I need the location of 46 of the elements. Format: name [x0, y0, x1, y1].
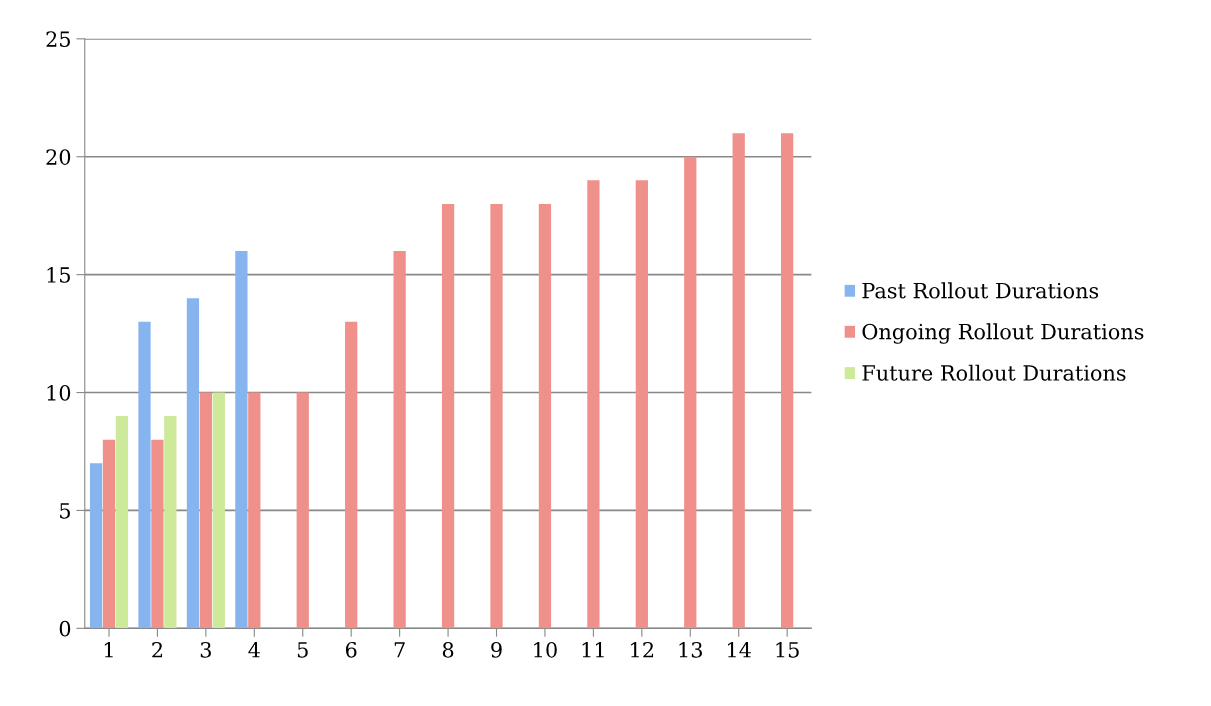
bar [538, 203, 552, 629]
x-tick-label: 1 [104, 641, 113, 658]
bar [393, 251, 406, 629]
y-tick-label: 15 [47, 267, 70, 283]
y-tick-label: 10 [47, 384, 71, 401]
bar [490, 203, 503, 629]
x-tick-label: 12 [631, 641, 654, 658]
bar [587, 180, 600, 629]
bar [151, 439, 164, 629]
bar [235, 251, 248, 629]
legend-label: Past Rollout Durations [862, 282, 1099, 299]
y-tick-label: 20 [46, 149, 71, 165]
x-tick-label: 10 [534, 641, 557, 658]
bar [212, 392, 225, 629]
x-tick-label: 8 [442, 641, 454, 658]
bar [441, 203, 455, 629]
x-tick-label: 3 [200, 641, 211, 658]
bar [635, 180, 648, 629]
bar [732, 133, 745, 629]
x-tick-label: 4 [248, 641, 260, 658]
bar [164, 416, 177, 629]
x-tick-label: 11 [582, 641, 604, 658]
y-tick-label: 25 [46, 31, 70, 48]
bar [115, 416, 129, 629]
x-tick-label: 14 [728, 641, 751, 658]
bar [345, 321, 358, 629]
x-tick-label: 13 [679, 641, 702, 658]
bar [296, 392, 309, 629]
x-tick-label: 9 [491, 641, 502, 658]
x-tick-label: 6 [345, 641, 357, 658]
bar [781, 133, 794, 629]
y-tick-label: 5 [60, 503, 70, 519]
x-tick-label: 2 [152, 641, 163, 658]
x-tick-label: 5 [297, 642, 308, 658]
bar [684, 156, 697, 629]
legend-label: Future Rollout Durations [862, 364, 1126, 381]
bar [186, 298, 200, 629]
bar [89, 463, 103, 629]
x-tick-label: 7 [394, 642, 405, 658]
y-tick-label: 0 [59, 620, 71, 637]
bar [102, 439, 116, 629]
bar [248, 392, 261, 629]
legend-label: Ongoing Rollout Durations [862, 323, 1144, 344]
x-tick-label: 15 [776, 641, 799, 658]
bar [138, 321, 151, 629]
bar [199, 392, 213, 629]
